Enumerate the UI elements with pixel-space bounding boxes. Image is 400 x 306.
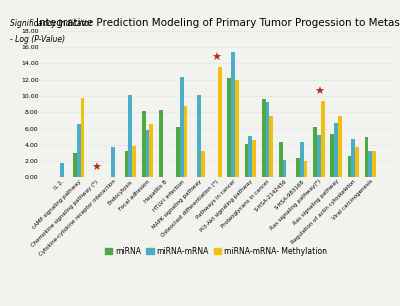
Title: Integrative Prediction Modeling of Primary Tumor Progession to Metastasis: Integrative Prediction Modeling of Prima… <box>36 18 400 28</box>
Text: Significancy Indicator: Significancy Indicator <box>10 19 92 28</box>
Bar <box>355 147 359 177</box>
Bar <box>60 163 64 177</box>
Bar <box>197 95 201 177</box>
Text: ★: ★ <box>91 163 101 174</box>
Bar <box>159 110 163 177</box>
Bar <box>111 147 115 177</box>
Bar <box>317 135 321 177</box>
Bar <box>252 140 256 177</box>
Bar <box>351 139 355 177</box>
Bar <box>231 52 235 177</box>
Bar <box>248 136 252 177</box>
Legend: miRNA, miRNA-mRNA, miRNA-mRNA- Methylation: miRNA, miRNA-mRNA, miRNA-mRNA- Methylati… <box>102 244 330 259</box>
Bar <box>334 123 338 177</box>
Bar <box>279 142 283 177</box>
Text: ★: ★ <box>211 53 221 63</box>
Bar <box>180 77 184 177</box>
Text: - Log (P-Value): - Log (P-Value) <box>10 35 65 44</box>
Bar <box>128 95 132 177</box>
Bar <box>146 130 149 177</box>
Bar <box>184 106 187 177</box>
Bar <box>228 78 231 177</box>
Bar <box>266 103 269 177</box>
Bar <box>283 160 286 177</box>
Bar <box>338 116 342 177</box>
Bar <box>372 151 376 177</box>
Bar <box>201 151 204 177</box>
Bar <box>245 144 248 177</box>
Bar <box>368 151 372 177</box>
Bar <box>304 161 308 177</box>
Bar <box>124 151 128 177</box>
Bar <box>321 101 324 177</box>
Bar <box>365 137 368 177</box>
Bar <box>132 147 136 177</box>
Bar <box>262 99 266 177</box>
Bar <box>296 158 300 177</box>
Bar <box>330 134 334 177</box>
Bar <box>142 111 146 177</box>
Bar <box>235 80 239 177</box>
Bar <box>149 125 153 177</box>
Text: ★: ★ <box>314 87 324 97</box>
Bar <box>348 156 351 177</box>
Bar <box>77 125 81 177</box>
Bar <box>81 98 84 177</box>
Bar <box>269 116 273 177</box>
Bar <box>300 142 304 177</box>
Bar <box>176 127 180 177</box>
Bar <box>73 153 77 177</box>
Bar <box>218 67 222 177</box>
Bar <box>313 127 317 177</box>
